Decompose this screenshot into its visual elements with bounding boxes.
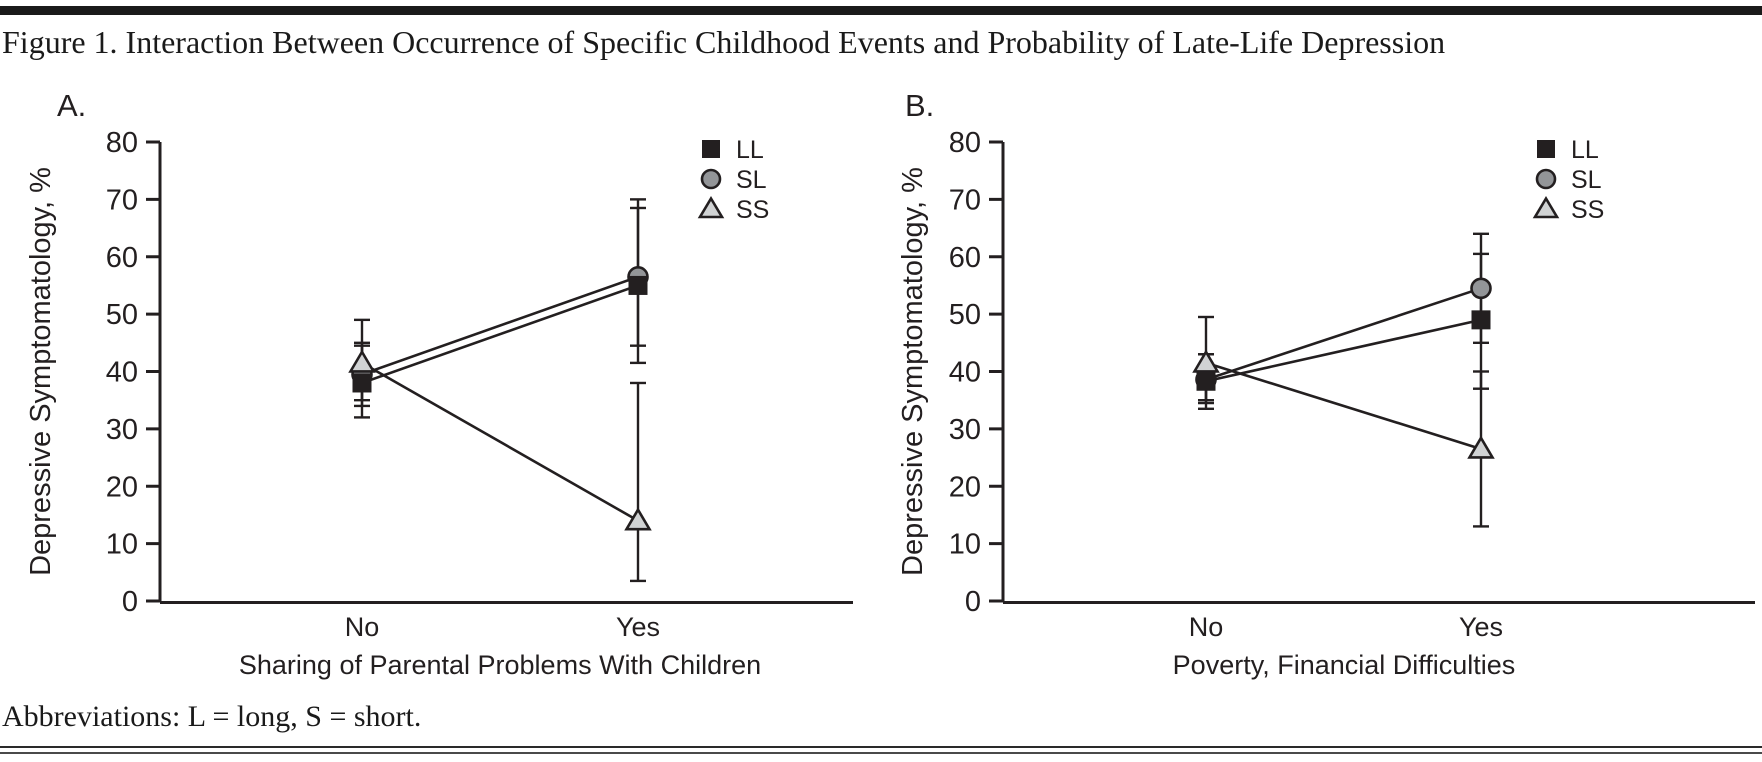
sl-series-line <box>1205 287 1482 381</box>
ll-series-line <box>361 284 639 385</box>
panel-b: B. 0 10 20 30 40 50 60 70 80 No Yes Poverty, Financi… <box>897 88 1755 680</box>
figure-canvas: A. 0 10 20 30 40 50 60 70 80 No Yes Sharing of Paren… <box>25 88 1755 680</box>
y-tick-label: 40 <box>106 357 138 389</box>
ss-series-line <box>1205 361 1482 451</box>
ss-marker-yes <box>624 507 652 531</box>
legend-ll-marker <box>702 140 720 158</box>
legend-ss-marker <box>697 195 725 219</box>
legend-ll-label: LL <box>736 136 764 164</box>
y-tick-label: 20 <box>106 471 138 503</box>
y-tick-label: 60 <box>106 242 138 274</box>
bottom-rule <box>0 746 1762 754</box>
figure-title: Figure 1. Interaction Between Occurrence… <box>2 24 1446 60</box>
y-tick-label: 50 <box>949 299 981 331</box>
y-tick-label: 0 <box>965 586 981 618</box>
y-tick-label: 50 <box>106 299 138 331</box>
sl-marker-yes <box>1470 277 1492 300</box>
error-bars <box>1198 232 1489 528</box>
abbreviations-note: Abbreviations: L = long, S = short. <box>2 700 422 733</box>
legend-sl-label: SL <box>736 166 767 194</box>
legend-ss-label: SS <box>736 196 769 224</box>
ll-marker-yes <box>1471 310 1491 330</box>
ss-marker-no <box>348 349 376 373</box>
y-axis-title: Depressive Symptomatology, % <box>25 167 57 576</box>
ll-series-line <box>1205 318 1482 383</box>
y-tick-label: 30 <box>106 414 138 446</box>
ss-series-line <box>361 361 639 522</box>
error-bars <box>354 198 646 583</box>
y-tick-label: 70 <box>106 184 138 216</box>
legend-ll-marker <box>1537 140 1555 158</box>
x-category-label: No <box>1189 612 1224 642</box>
y-tick-label: 80 <box>106 127 138 159</box>
x-axis-title: Sharing of Parental Problems With Childr… <box>239 650 761 680</box>
y-axis-title: Depressive Symptomatology, % <box>897 167 929 576</box>
x-axis-title: Poverty, Financial Difficulties <box>1173 650 1516 680</box>
legend-sl-marker <box>700 168 722 190</box>
y-tick-label: 0 <box>122 586 138 618</box>
top-rule <box>0 6 1762 15</box>
y-tick-label: 60 <box>949 242 981 274</box>
x-category-label: Yes <box>616 612 660 642</box>
y-tick-label: 70 <box>949 184 981 216</box>
y-tick-label: 10 <box>106 529 138 561</box>
panel-letter: B. <box>905 88 934 123</box>
legend-sl-label: SL <box>1571 166 1602 194</box>
ll-marker-yes <box>628 275 648 295</box>
y-tick-label: 80 <box>949 127 981 159</box>
axes <box>1001 142 1755 604</box>
y-tick-label: 40 <box>949 357 981 389</box>
legend-ll-label: LL <box>1571 136 1599 164</box>
y-tick-label: 10 <box>949 529 981 561</box>
legend-sl-marker <box>1535 168 1557 190</box>
legend-ss-marker <box>1532 195 1560 219</box>
ss-marker-yes <box>1467 435 1495 459</box>
y-tick-label: 20 <box>949 471 981 503</box>
x-category-label: Yes <box>1459 612 1503 642</box>
y-tick-label: 30 <box>949 414 981 446</box>
legend-ss-label: SS <box>1571 196 1604 224</box>
ll-marker-no <box>1196 371 1216 391</box>
sl-series-line <box>361 275 639 376</box>
ll-marker-no <box>352 373 372 393</box>
x-category-label: No <box>345 612 380 642</box>
panel-letter: A. <box>57 88 86 123</box>
ss-marker-no <box>1192 349 1220 373</box>
panel-a: A. 0 10 20 30 40 50 60 70 80 No Yes Sharing of Paren… <box>25 88 853 680</box>
